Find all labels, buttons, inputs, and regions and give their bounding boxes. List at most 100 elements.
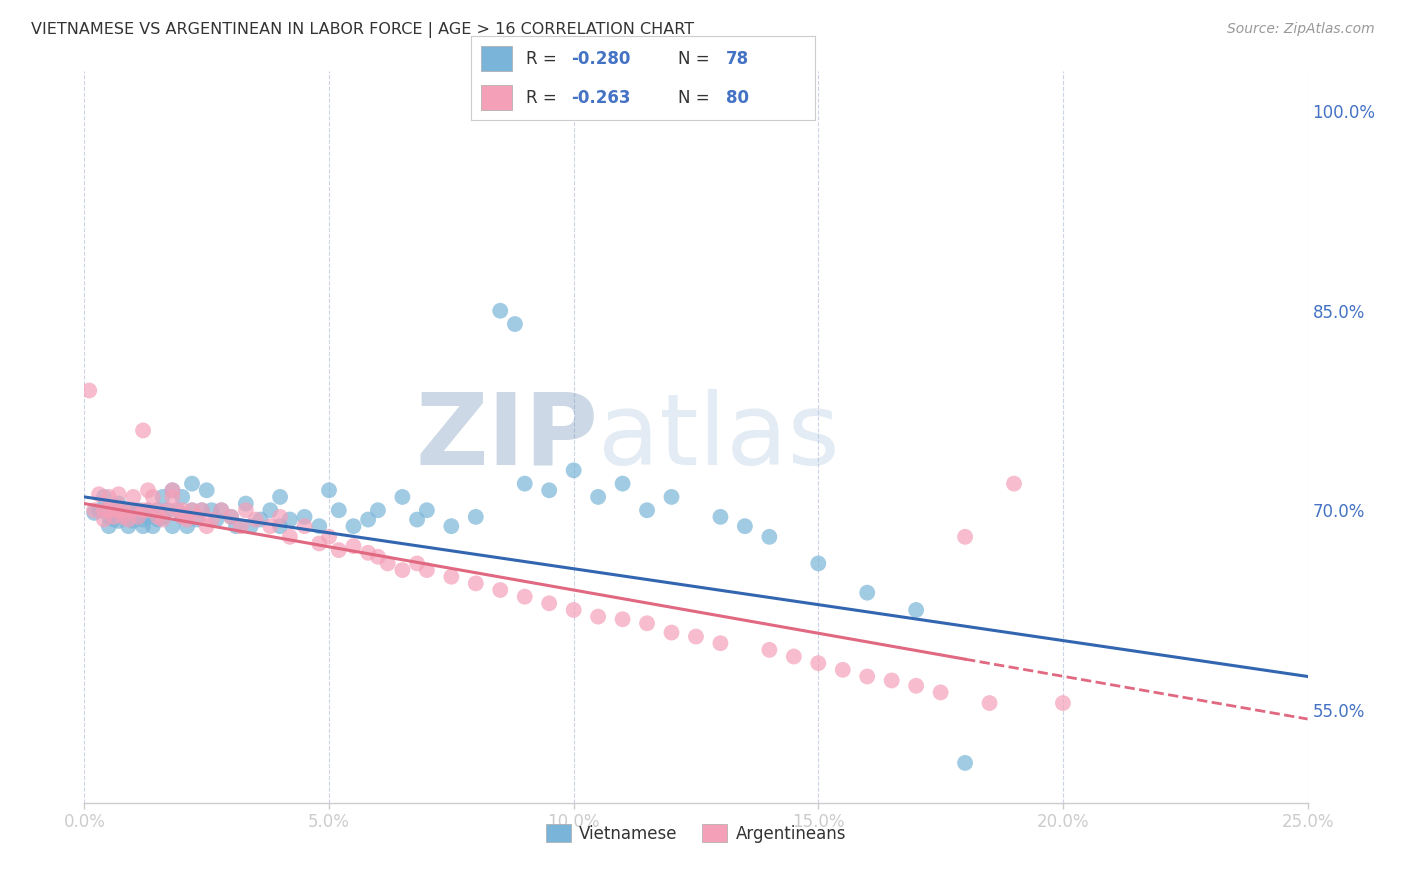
Point xyxy=(562,603,585,617)
Point xyxy=(416,503,439,517)
Point xyxy=(758,530,780,544)
Point xyxy=(117,512,139,526)
Point xyxy=(416,563,439,577)
Point xyxy=(136,483,159,498)
Point xyxy=(538,596,561,610)
Point xyxy=(391,490,413,504)
Text: ZIP: ZIP xyxy=(415,389,598,485)
Text: 80: 80 xyxy=(725,88,749,106)
Point xyxy=(181,503,204,517)
Point xyxy=(181,503,204,517)
Point xyxy=(195,483,218,498)
Point xyxy=(367,503,389,517)
Text: 78: 78 xyxy=(725,50,749,68)
Point xyxy=(586,490,609,504)
Point xyxy=(166,503,188,517)
Point xyxy=(464,576,486,591)
Point xyxy=(122,506,145,520)
Point xyxy=(259,503,281,517)
Point xyxy=(156,503,179,517)
Point xyxy=(856,585,879,599)
Point xyxy=(269,509,291,524)
Point xyxy=(489,582,512,597)
Point xyxy=(112,503,135,517)
Point xyxy=(953,756,976,770)
Point xyxy=(308,519,330,533)
Point xyxy=(186,512,208,526)
Point xyxy=(219,509,242,524)
Point xyxy=(117,503,139,517)
Point xyxy=(758,643,780,657)
Point xyxy=(103,503,125,517)
Point xyxy=(239,519,262,533)
Bar xyxy=(481,85,512,111)
Point xyxy=(107,497,129,511)
Point xyxy=(489,303,512,318)
Point xyxy=(136,503,159,517)
Point xyxy=(127,503,149,517)
Point xyxy=(259,519,281,533)
Point xyxy=(136,509,159,524)
Point xyxy=(97,503,120,517)
Point xyxy=(880,673,903,688)
Point xyxy=(357,546,380,560)
Point xyxy=(162,490,184,504)
Point xyxy=(513,590,536,604)
Point xyxy=(172,490,194,504)
Point xyxy=(195,519,218,533)
Point xyxy=(503,317,526,331)
Point xyxy=(342,519,364,533)
Point xyxy=(122,490,145,504)
Point xyxy=(661,490,683,504)
Point xyxy=(318,483,340,498)
Point xyxy=(235,503,257,517)
Point xyxy=(562,463,585,477)
Point xyxy=(209,503,232,517)
Point xyxy=(97,519,120,533)
Point xyxy=(636,503,658,517)
Point xyxy=(122,503,145,517)
Point xyxy=(142,490,165,504)
Point xyxy=(200,503,222,517)
Point xyxy=(172,509,194,524)
Point xyxy=(200,512,222,526)
Point xyxy=(225,519,247,533)
Point xyxy=(103,509,125,524)
Point xyxy=(93,503,115,517)
Point xyxy=(406,512,429,526)
Point xyxy=(391,563,413,577)
Point xyxy=(464,509,486,524)
Point xyxy=(294,519,316,533)
Point xyxy=(146,512,169,526)
Text: atlas: atlas xyxy=(598,389,839,485)
Point xyxy=(132,503,155,517)
Point xyxy=(856,669,879,683)
Text: Source: ZipAtlas.com: Source: ZipAtlas.com xyxy=(1227,22,1375,37)
Point xyxy=(905,603,928,617)
Point xyxy=(152,512,174,526)
Text: -0.263: -0.263 xyxy=(571,88,630,106)
Point xyxy=(176,512,198,526)
Point xyxy=(979,696,1001,710)
Legend: Vietnamese, Argentineans: Vietnamese, Argentineans xyxy=(538,818,853,849)
Point xyxy=(229,519,252,533)
Point xyxy=(107,503,129,517)
Point xyxy=(249,512,271,526)
Text: R =: R = xyxy=(526,50,562,68)
Point xyxy=(127,509,149,524)
Point xyxy=(112,509,135,524)
Point xyxy=(132,512,155,526)
Point xyxy=(612,476,634,491)
Point xyxy=(513,476,536,491)
Point xyxy=(146,503,169,517)
Point xyxy=(162,519,184,533)
Point xyxy=(166,503,188,517)
Point xyxy=(377,557,399,571)
Point xyxy=(127,509,149,524)
Point xyxy=(103,512,125,526)
Point xyxy=(328,503,350,517)
Point xyxy=(77,384,100,398)
Text: N =: N = xyxy=(678,88,714,106)
Point xyxy=(83,506,105,520)
Point xyxy=(191,503,214,517)
